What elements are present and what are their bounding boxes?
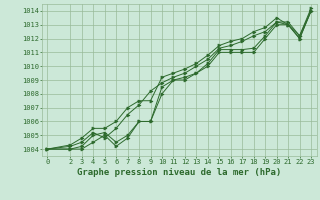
X-axis label: Graphe pression niveau de la mer (hPa): Graphe pression niveau de la mer (hPa) <box>77 168 281 177</box>
